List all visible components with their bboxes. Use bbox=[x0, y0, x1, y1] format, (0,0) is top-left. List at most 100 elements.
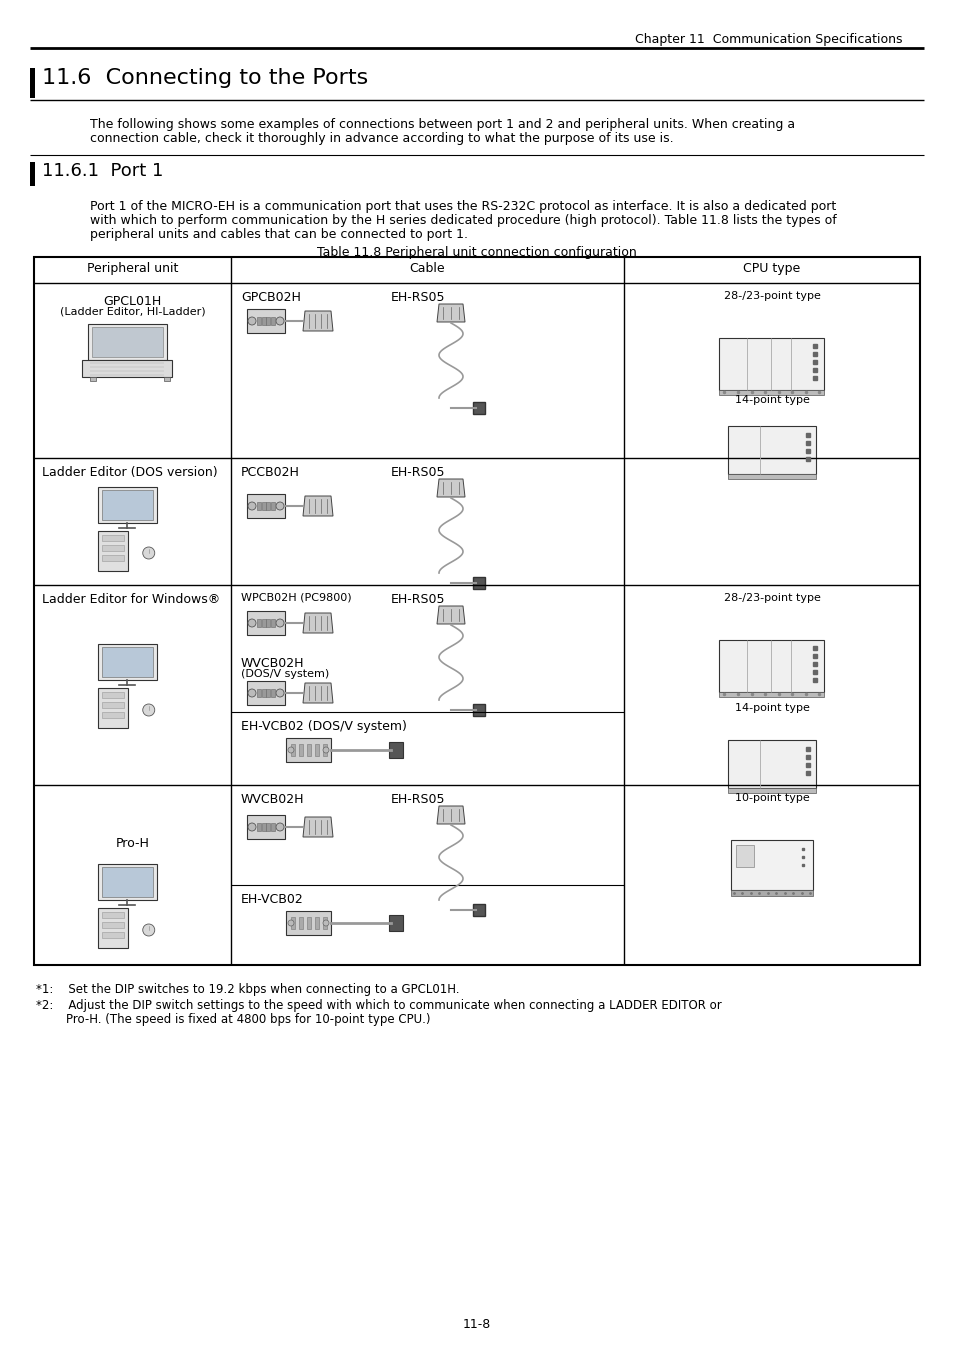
Text: EH-RS05: EH-RS05 bbox=[391, 793, 445, 807]
Circle shape bbox=[275, 619, 284, 627]
Circle shape bbox=[275, 823, 284, 831]
Text: Peripheral unit: Peripheral unit bbox=[87, 262, 178, 276]
Text: EH-RS05: EH-RS05 bbox=[391, 593, 445, 607]
Bar bbox=[735, 844, 753, 867]
Text: 14-point type: 14-point type bbox=[734, 394, 808, 405]
Text: CPU type: CPU type bbox=[742, 262, 800, 276]
Bar bbox=[266, 317, 270, 326]
Text: EH-VCB02 (DOS/V system): EH-VCB02 (DOS/V system) bbox=[241, 720, 406, 734]
Text: Ladder Editor for Windows®: Ladder Editor for Windows® bbox=[42, 593, 220, 607]
Bar bbox=[314, 917, 318, 929]
Polygon shape bbox=[303, 311, 333, 331]
Bar bbox=[30, 162, 35, 186]
Text: Port 1 of the MICRO-EH is a communication port that uses the RS-232C protocol as: Port 1 of the MICRO-EH is a communicatio… bbox=[90, 200, 836, 213]
Bar bbox=[323, 744, 327, 757]
Bar bbox=[98, 908, 128, 947]
Polygon shape bbox=[303, 817, 333, 838]
Bar bbox=[102, 912, 124, 917]
Bar bbox=[307, 917, 311, 929]
Text: Pro-H. (The speed is fixed at 4800 bps for 10-point type CPU.): Pro-H. (The speed is fixed at 4800 bps f… bbox=[36, 1013, 430, 1025]
Bar bbox=[102, 866, 152, 897]
Bar bbox=[298, 917, 303, 929]
Bar bbox=[473, 904, 484, 916]
Bar bbox=[34, 257, 919, 965]
Circle shape bbox=[275, 689, 284, 697]
Text: 11.6  Connecting to the Ports: 11.6 Connecting to the Ports bbox=[42, 68, 368, 88]
Bar bbox=[271, 503, 274, 509]
Bar bbox=[98, 486, 156, 523]
Bar bbox=[91, 327, 163, 357]
Bar bbox=[473, 704, 484, 716]
Bar bbox=[266, 619, 270, 627]
Bar bbox=[256, 317, 261, 326]
Bar bbox=[307, 744, 311, 757]
Bar bbox=[30, 68, 35, 99]
Bar bbox=[473, 577, 484, 589]
Circle shape bbox=[323, 920, 329, 925]
Text: The following shows some examples of connections between port 1 and 2 and periph: The following shows some examples of con… bbox=[90, 118, 794, 131]
Circle shape bbox=[275, 317, 284, 326]
Bar bbox=[271, 619, 274, 627]
Text: Cable: Cable bbox=[409, 262, 445, 276]
Text: 28-/23-point type: 28-/23-point type bbox=[722, 290, 820, 301]
Bar bbox=[389, 742, 402, 758]
Text: *2:    Adjust the DIP switch settings to the speed with which to communicate whe: *2: Adjust the DIP switch settings to th… bbox=[36, 998, 721, 1012]
Circle shape bbox=[248, 823, 255, 831]
Bar bbox=[719, 692, 823, 697]
Bar bbox=[730, 890, 812, 896]
Bar bbox=[323, 917, 327, 929]
Bar bbox=[102, 647, 152, 677]
Bar bbox=[271, 823, 274, 831]
Bar bbox=[102, 489, 152, 520]
Circle shape bbox=[143, 924, 154, 936]
Bar bbox=[247, 681, 285, 705]
Bar bbox=[82, 359, 172, 377]
Text: WVCB02H: WVCB02H bbox=[241, 793, 304, 807]
Bar bbox=[291, 744, 294, 757]
Bar bbox=[286, 911, 331, 935]
Polygon shape bbox=[303, 684, 333, 703]
Bar bbox=[719, 640, 823, 692]
Bar bbox=[271, 689, 274, 697]
Text: 11.6.1  Port 1: 11.6.1 Port 1 bbox=[42, 162, 163, 180]
Bar bbox=[102, 932, 124, 938]
Text: Pro-H: Pro-H bbox=[115, 838, 150, 850]
Text: Ladder Editor (DOS version): Ladder Editor (DOS version) bbox=[42, 466, 217, 480]
Bar bbox=[256, 619, 261, 627]
Bar bbox=[261, 619, 265, 627]
Bar bbox=[98, 688, 128, 728]
Polygon shape bbox=[436, 304, 464, 322]
Circle shape bbox=[248, 619, 255, 627]
Bar bbox=[727, 740, 815, 788]
Text: WPCB02H (PC9800): WPCB02H (PC9800) bbox=[241, 593, 352, 603]
Bar bbox=[266, 503, 270, 509]
Text: EH-RS05: EH-RS05 bbox=[391, 290, 445, 304]
Text: peripheral units and cables that can be connected to port 1.: peripheral units and cables that can be … bbox=[90, 228, 468, 240]
Bar bbox=[102, 535, 124, 540]
Polygon shape bbox=[436, 807, 464, 824]
Bar bbox=[473, 403, 484, 413]
Circle shape bbox=[143, 704, 154, 716]
Bar bbox=[247, 309, 285, 332]
Circle shape bbox=[143, 547, 154, 559]
Circle shape bbox=[248, 689, 255, 697]
Text: Chapter 11  Communication Specifications: Chapter 11 Communication Specifications bbox=[635, 32, 902, 46]
Polygon shape bbox=[303, 496, 333, 516]
Text: Table 11.8 Peripheral unit connection configuration: Table 11.8 Peripheral unit connection co… bbox=[316, 246, 637, 259]
Bar bbox=[261, 317, 265, 326]
Circle shape bbox=[288, 747, 294, 753]
Bar bbox=[291, 917, 294, 929]
Bar bbox=[298, 744, 303, 757]
Bar bbox=[88, 324, 167, 359]
Bar bbox=[256, 823, 261, 831]
Bar bbox=[271, 317, 274, 326]
Bar bbox=[727, 788, 815, 793]
Bar bbox=[98, 531, 128, 570]
Bar bbox=[98, 863, 156, 900]
Bar bbox=[719, 338, 823, 390]
Bar bbox=[102, 712, 124, 717]
Circle shape bbox=[248, 317, 255, 326]
Bar bbox=[256, 689, 261, 697]
Bar bbox=[314, 744, 318, 757]
Bar bbox=[389, 915, 402, 931]
